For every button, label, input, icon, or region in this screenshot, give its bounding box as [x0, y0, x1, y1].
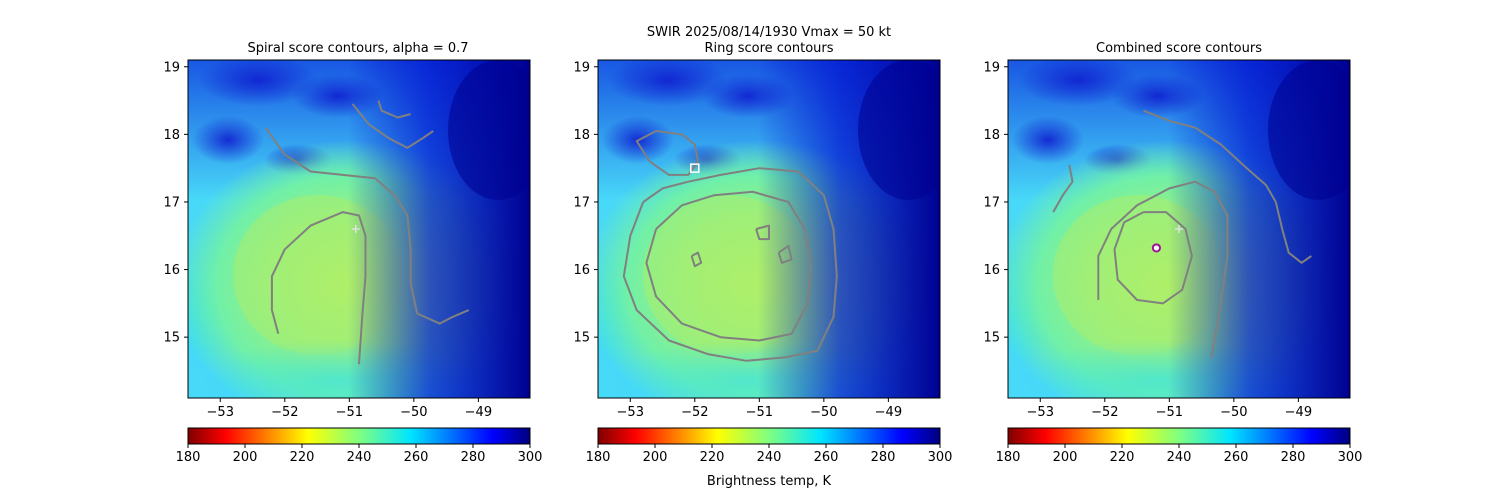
colorbar-tick-label: 220	[700, 450, 725, 465]
x-tick-label: −51	[1156, 405, 1183, 420]
center-ring-marker	[1151, 243, 1162, 253]
y-tick-label: 17	[983, 195, 1000, 210]
y-tick-label: 17	[573, 195, 590, 210]
contour-line	[645, 190, 812, 342]
colorbar-tick-label: 260	[814, 450, 839, 465]
y-tick-label: 16	[573, 263, 590, 278]
x-tick-label: −49	[1285, 405, 1312, 420]
panel-spiral: Spiral score contours, alpha = 0.7 −53 −5…	[163, 41, 543, 465]
colorbar-label: Brightness temp, K	[707, 474, 832, 489]
colorbar-tick-label: 240	[757, 450, 782, 465]
panel-combined: Combined score contours −53 −52 −51 −50 −49 1…	[983, 41, 1363, 465]
x-tick-label: −53	[207, 405, 234, 420]
contour-line	[264, 127, 470, 325]
satellite-imagery	[1008, 60, 1350, 398]
panel-title: Ring score contours	[704, 41, 833, 56]
x-tick-label: −50	[400, 405, 427, 420]
x-tick-label: −50	[1220, 405, 1247, 420]
x-tick-label: −52	[271, 405, 298, 420]
contour-line	[1113, 211, 1193, 305]
ring-colorbar: 180 200 220 240 260 280 300	[586, 427, 953, 465]
y-tick-label: 19	[983, 60, 1000, 75]
colorbar-tick-label: 180	[586, 450, 611, 465]
x-tick-label: −52	[1091, 405, 1118, 420]
contour-line	[622, 167, 838, 362]
center-cross-marker	[1175, 225, 1183, 233]
x-tick-label: −51	[336, 405, 363, 420]
y-tick-label: 18	[163, 128, 180, 143]
x-tick-label: −49	[465, 405, 492, 420]
contour-line	[1052, 164, 1074, 213]
x-tick-label: −50	[810, 405, 837, 420]
x-tick-label: −52	[681, 405, 708, 420]
y-tick-label: 18	[573, 128, 590, 143]
spiral-map	[188, 60, 530, 398]
combined-axes: −53 −52 −51 −50 −49 15 16 17 18 19	[983, 59, 1351, 420]
colorbar-tick-label: 260	[404, 450, 429, 465]
contour-line	[270, 211, 367, 365]
contour-line	[1143, 109, 1312, 264]
x-tick-label: −53	[1027, 405, 1054, 420]
colorbar-tick-label: 240	[1167, 450, 1192, 465]
panel-title: Combined score contours	[1096, 41, 1262, 56]
center-square-marker	[690, 163, 700, 173]
contour-line	[635, 130, 699, 176]
colorbar-gradient	[1007, 427, 1351, 445]
contour-line	[690, 251, 703, 268]
figure-suptitle: SWIR 2025/08/14/1930 Vmax = 50 kt	[647, 25, 891, 40]
colorbar-tick-label: 300	[518, 450, 543, 465]
colorbar-tick-label: 300	[1338, 450, 1363, 465]
colorbar-tick-label: 240	[347, 450, 372, 465]
y-tick-label: 17	[163, 195, 180, 210]
colorbar-tick-label: 260	[1224, 450, 1249, 465]
contour-line	[377, 100, 411, 119]
spiral-colorbar: 180 200 220 240 260 280 300	[176, 427, 543, 465]
colorbar-tick-label: 280	[1281, 450, 1306, 465]
satellite-imagery	[598, 60, 940, 398]
panel-ring: Ring score contours −53 −52 −51 −50 −49 15 16 1…	[573, 41, 953, 465]
axes-frame	[597, 59, 941, 399]
spiral-axes: −53 −52 −51 −50 −49 15 16 17 18 19	[163, 59, 531, 420]
x-tick-label: −49	[875, 405, 902, 420]
colorbar-tick-label: 220	[290, 450, 315, 465]
panel-title: Spiral score contours, alpha = 0.7	[247, 41, 468, 56]
y-tick-label: 19	[163, 60, 180, 75]
x-tick-label: −51	[746, 405, 773, 420]
y-tick-label: 16	[983, 263, 1000, 278]
colorbar-tick-label: 200	[1053, 450, 1078, 465]
colorbar-tick-label: 200	[233, 450, 258, 465]
colorbar-tick-label: 180	[996, 450, 1021, 465]
y-tick-label: 18	[983, 128, 1000, 143]
combined-colorbar: 180 200 220 240 260 280 300	[996, 427, 1363, 465]
y-tick-label: 16	[163, 263, 180, 278]
colorbar-tick-label: 180	[176, 450, 201, 465]
x-tick-label: −53	[617, 405, 644, 420]
colorbar-tick-label: 280	[461, 450, 486, 465]
ring-map	[598, 60, 940, 398]
axes-frame	[1007, 59, 1351, 399]
colorbar-gradient	[597, 427, 941, 445]
y-tick-label: 15	[573, 331, 590, 346]
colorbar-tick-label: 200	[643, 450, 668, 465]
ring-axes: −53 −52 −51 −50 −49 15 16 17 18 19	[573, 59, 941, 420]
colorbar-tick-label: 280	[871, 450, 896, 465]
center-cross-marker	[351, 225, 360, 233]
combined-map	[1008, 60, 1350, 398]
y-tick-label: 19	[573, 60, 590, 75]
y-tick-label: 15	[983, 331, 1000, 346]
contour-line	[777, 244, 793, 264]
colorbar-tick-label: 300	[928, 450, 953, 465]
colorbar-tick-label: 220	[1110, 450, 1135, 465]
colorbar-gradient	[187, 427, 531, 445]
contour-line	[351, 103, 434, 149]
y-tick-label: 15	[163, 331, 180, 346]
contour-line	[755, 224, 770, 241]
axes-frame	[187, 59, 531, 399]
contour-line	[1097, 180, 1229, 358]
